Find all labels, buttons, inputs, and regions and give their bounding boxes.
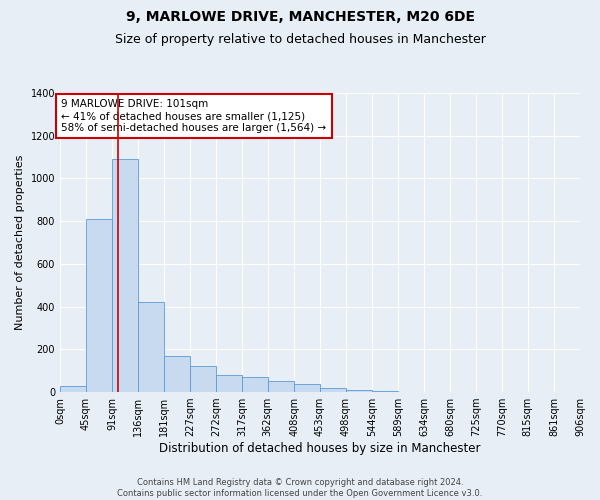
Bar: [216, 375, 242, 392]
Text: 9 MARLOWE DRIVE: 101sqm
← 41% of detached houses are smaller (1,125)
58% of semi: 9 MARLOWE DRIVE: 101sqm ← 41% of detache…: [61, 100, 326, 132]
X-axis label: Distribution of detached houses by size in Manchester: Distribution of detached houses by size …: [159, 442, 481, 455]
Bar: [268, 382, 293, 392]
Bar: [60, 386, 86, 392]
Text: 9, MARLOWE DRIVE, MANCHESTER, M20 6DE: 9, MARLOWE DRIVE, MANCHESTER, M20 6DE: [125, 10, 475, 24]
Y-axis label: Number of detached properties: Number of detached properties: [15, 155, 25, 330]
Bar: [242, 377, 268, 392]
Bar: [320, 388, 346, 392]
Bar: [86, 219, 112, 392]
Bar: [346, 390, 371, 392]
Bar: [138, 302, 164, 392]
Text: Size of property relative to detached houses in Manchester: Size of property relative to detached ho…: [115, 32, 485, 46]
Text: Contains HM Land Registry data © Crown copyright and database right 2024.
Contai: Contains HM Land Registry data © Crown c…: [118, 478, 482, 498]
Bar: [294, 384, 320, 392]
Bar: [112, 159, 138, 392]
Bar: [372, 391, 398, 392]
Bar: [190, 366, 216, 392]
Bar: [164, 356, 190, 392]
